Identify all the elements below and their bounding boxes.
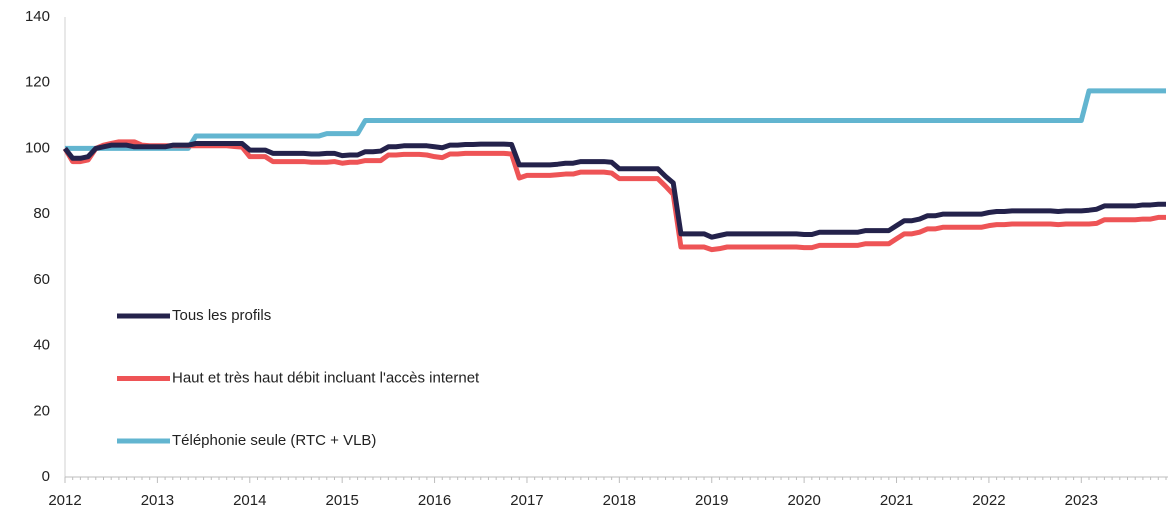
x-tick-label: 2014 (233, 492, 266, 509)
x-tick-label: 2017 (510, 492, 543, 509)
y-tick-label: 120 (25, 74, 50, 91)
x-tick-label: 2022 (972, 492, 1005, 509)
series-line (63, 141, 1166, 240)
x-tick-label: 2023 (1065, 492, 1098, 509)
x-tick-label: 2016 (418, 492, 451, 509)
y-tick-label: 0 (42, 468, 50, 485)
y-tick-label: 60 (33, 271, 50, 288)
legend-label: Téléphonie seule (RTC + VLB) (172, 432, 376, 449)
y-tick-label: 100 (25, 139, 50, 156)
series-line (62, 139, 1166, 253)
series-line (65, 88, 1166, 151)
y-tick-label: 20 (33, 402, 50, 419)
legend-label: Tous les profils (172, 307, 271, 324)
y-tick-label: 80 (33, 205, 50, 222)
x-tick-label: 2018 (603, 492, 636, 509)
x-tick-label: 2015 (325, 492, 358, 509)
x-tick-label: 2020 (787, 492, 820, 509)
x-tick-label: 2021 (880, 492, 913, 509)
x-tick-label: 2012 (48, 492, 81, 509)
y-tick-label: 40 (33, 337, 50, 354)
y-tick-label: 140 (25, 8, 50, 25)
x-tick-label: 2013 (141, 492, 174, 509)
x-tick-label: 2019 (695, 492, 728, 509)
legend-label: Haut et très haut débit incluant l'accès… (172, 369, 480, 386)
